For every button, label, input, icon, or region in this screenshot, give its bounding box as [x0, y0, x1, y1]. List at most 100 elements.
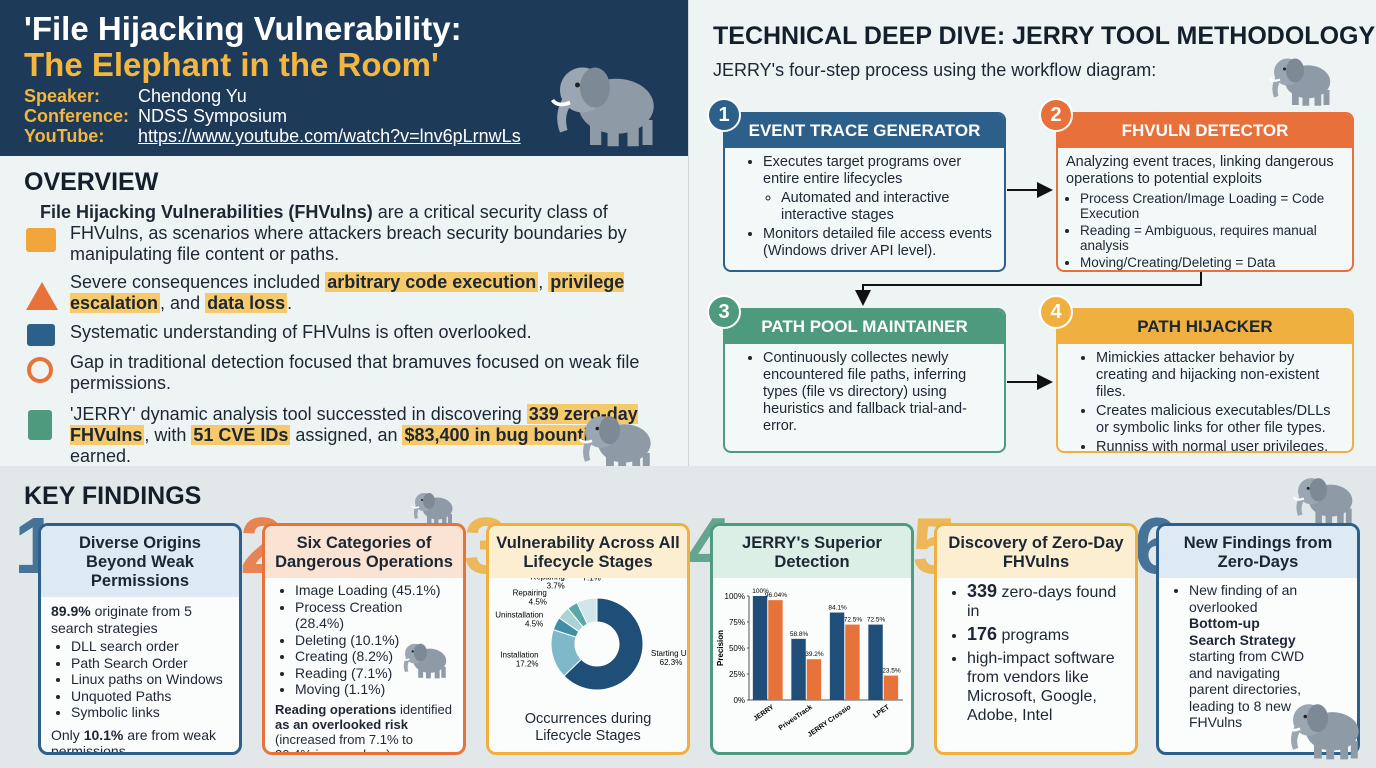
y-axis-label: Precision — [716, 630, 725, 666]
text-run: New finding of an overlooked — [1189, 582, 1298, 615]
x-tick-label: PrivesTrack — [778, 704, 814, 732]
youtube-link[interactable]: https://www.youtube.com/watch?v=lnv6pLrn… — [138, 126, 521, 146]
sub-bullet: Automated and interactive interactive st… — [781, 190, 994, 224]
step-box: PATH POOL MAINTAINER Continuously collec… — [723, 308, 1006, 453]
report-icon — [28, 410, 52, 440]
finding-card: Diverse Origins Beyond Weak Permissions … — [38, 523, 242, 755]
bar-value-label: 96.04% — [765, 592, 787, 599]
slice-value: 7.1% — [583, 578, 601, 583]
text-run: starting from CWD and navigating parent … — [1189, 648, 1305, 730]
bar-value-label: 39.2% — [805, 651, 824, 658]
bullet: 339 zero-days found in — [967, 582, 1125, 621]
bullet: Symbolic links — [71, 704, 229, 721]
card-title: Discovery of Zero-Day FHVulns — [937, 526, 1135, 578]
pie-slice — [576, 597, 598, 625]
bar — [791, 638, 806, 700]
step-title: PATH HIJACKER — [1058, 310, 1352, 344]
slice-label: Installation — [500, 650, 538, 659]
text-run: identified — [396, 701, 453, 717]
text-run: earned. — [70, 446, 132, 466]
y-tick-label: 100% — [725, 592, 745, 601]
text-run: Only — [51, 726, 84, 743]
elephant-illustration — [411, 492, 454, 526]
text-run: , with — [144, 425, 192, 445]
arrow — [855, 272, 1202, 306]
bullet: New finding of an overlooked Bottom-up S… — [1189, 582, 1307, 731]
slice-value: 3.7% — [547, 581, 565, 590]
card-title: Vulnerability Across All Lifecycle Stage… — [489, 526, 687, 578]
section-heading: TECHNICAL DEEP DIVE: JERRY TOOL METHODOL… — [713, 22, 1376, 50]
step-box: EVENT TRACE GENERATOR Executes target pr… — [723, 112, 1006, 272]
text-run: are from weak permissions — [51, 726, 216, 755]
text-run: Severe consequences included — [70, 272, 326, 292]
text-run: , — [538, 272, 549, 292]
icons — [26, 228, 58, 440]
finding-card: New Findings from Zero-Days New finding … — [1156, 523, 1360, 755]
slice-value: 4.5% — [525, 619, 543, 628]
text-run: 'JERRY' dynamic analysis tool successted… — [70, 404, 527, 424]
card-list: Image Loading (45.1%)Process Creation (2… — [275, 582, 453, 698]
step-number: 3 — [707, 295, 741, 329]
header: 'File Hijacking Vulnerability: The Eleph… — [0, 0, 688, 156]
step-number: 2 — [1039, 98, 1073, 132]
text-run: File Hijacking Vulnerabilities (FHVulns) — [40, 202, 373, 222]
bullet: Process Creation/Image Loading = Code Ex… — [1080, 191, 1342, 221]
card-title: Diverse Origins Beyond Weak Permissions — [41, 526, 239, 597]
bar-value-label: 72.5% — [867, 617, 886, 624]
bullet: DLL search order — [71, 638, 229, 655]
card-body: Image Loading (45.1%)Process Creation (2… — [265, 578, 463, 755]
step-title: FHVULN DETECTOR — [1058, 114, 1352, 148]
folder-icon — [26, 228, 56, 252]
bullet: Path Search Order — [71, 655, 229, 672]
text-run: (increased from 7.1% to 30.4% in zero-da… — [275, 731, 414, 755]
bar-value-label: 23.5% — [882, 668, 901, 675]
slice-label: Repairing — [513, 588, 547, 597]
card-body: 339 zero-days found in 176 programs high… — [937, 578, 1135, 729]
bullet: Creates malicious executables/DLLs or sy… — [1096, 403, 1342, 437]
section-heading: OVERVIEW — [24, 168, 159, 196]
field-label: YouTube: — [24, 126, 105, 146]
bullet: Deleting (10.1%) — [295, 632, 453, 649]
bar — [768, 600, 783, 700]
text-run: Reading operations — [275, 701, 397, 717]
elephant-illustration — [1286, 702, 1361, 761]
card-note: Only 10.1% are from weak permissions — [51, 726, 229, 755]
overview-item: Severe consequences included arbitrary c… — [70, 272, 660, 314]
card-title: Six Categories of Dangerous Operations — [265, 526, 463, 578]
field-label: Conference: — [24, 106, 130, 126]
bullet: Moving/Creating/Deleting = Data Corrupti… — [1080, 255, 1342, 270]
elephant-illustration — [540, 50, 680, 150]
bullet: Runniss with normal user privileges. — [1096, 439, 1342, 451]
step-body: Mimickies attacker behavior by creating … — [1058, 344, 1352, 451]
bar — [845, 624, 860, 700]
card-body: New finding of an overlooked Bottom-up S… — [1159, 578, 1357, 735]
search-icon — [27, 357, 53, 383]
field-value: NDSS Symposium — [138, 106, 288, 126]
title: The Elephant in the Room' — [24, 46, 439, 83]
text-run: 89.9% — [51, 603, 91, 619]
bar-value-label: 84.1% — [828, 605, 847, 612]
bar — [806, 659, 822, 700]
step-number: 4 — [1039, 295, 1073, 329]
slice-label: Uninstallation — [495, 610, 543, 619]
text-run: . — [287, 293, 293, 313]
bullet: 176 programs — [967, 625, 1125, 645]
section-subtitle: JERRY's four-step process using the work… — [713, 60, 1157, 80]
title: 'File Hijacking Vulnerability: — [24, 10, 462, 47]
step-title: PATH POOL MAINTAINER — [725, 310, 1004, 344]
bullet: high-impact software from vendors like M… — [967, 649, 1125, 725]
x-tick-label: LPET — [872, 703, 891, 719]
y-tick-label: 0% — [733, 696, 745, 705]
bullet: Process Creation (28.4%) — [295, 599, 453, 632]
text-run: $83,400 in bug bounties — [402, 425, 611, 445]
bar-value-label: 100% — [752, 588, 769, 595]
bar — [829, 612, 845, 700]
elephant-illustration — [577, 414, 653, 474]
finding-card: Discovery of Zero-Day FHVulns 339 zero-d… — [934, 523, 1138, 755]
overview-item: Systematic understanding of FHVulns is o… — [70, 322, 660, 343]
bullet: Creating (8.2%) — [295, 648, 453, 665]
bullet: Continuously collectes newly encountered… — [763, 350, 994, 435]
bar-chart: Precision0%25%50%75%100%100%96.04%JERRY5… — [716, 588, 903, 739]
bullet: Mimickies attacker behavior by creating … — [1096, 350, 1342, 401]
